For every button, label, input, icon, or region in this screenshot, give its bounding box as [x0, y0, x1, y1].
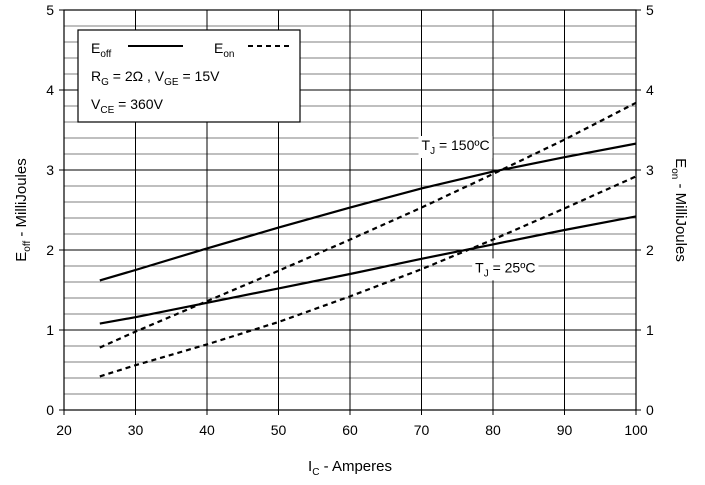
x-tick-label: 80	[485, 422, 501, 438]
y-right-tick-label: 0	[646, 402, 654, 418]
annotation-25c-background	[472, 258, 539, 281]
legend-condition-rg-vge: RG = 2Ω , VGE = 15V	[91, 68, 220, 88]
y-left-tick-labels: 0 1 2 3 4 5	[46, 2, 54, 418]
x-tick-label: 50	[271, 422, 287, 438]
y-left-tick-label: 4	[46, 82, 54, 98]
annotation-tj-150c: TJ = 150ºC	[422, 137, 490, 157]
y-right-axis-label: Eon - MilliJoules	[669, 158, 689, 262]
legend-condition-vce: VCE = 360V	[91, 96, 164, 116]
x-tick-label: 30	[128, 422, 144, 438]
annotation-150c-background	[418, 136, 493, 158]
x-tick-label: 60	[342, 422, 358, 438]
series-layer	[99, 101, 637, 378]
annotation-tj-25c: TJ = 25ºC	[475, 259, 535, 279]
y-left-tick-label: 0	[46, 402, 54, 418]
y-left-tick-label: 2	[46, 242, 54, 258]
x-tick-label: 100	[624, 422, 648, 438]
y-left-tick-label: 5	[46, 2, 54, 18]
y-left-tick-label: 3	[46, 162, 54, 178]
x-tick-label: 40	[199, 422, 215, 438]
legend-eoff-label: Eoff	[91, 40, 112, 60]
y-right-tick-label: 2	[646, 242, 654, 258]
series-eon-25c	[99, 175, 637, 378]
series-eoff-25c	[99, 215, 637, 325]
x-tick-label: 70	[414, 422, 430, 438]
tick-marks	[59, 9, 641, 415]
y-right-tick-label: 5	[646, 2, 654, 18]
y-right-tick-label: 4	[646, 82, 654, 98]
x-axis-label: IC - Amperes	[308, 458, 392, 478]
series-eon-150c	[99, 101, 637, 349]
y-right-tick-label: 3	[646, 162, 654, 178]
series-eoff-150c	[99, 142, 637, 282]
legend-eon-label: Eon	[214, 40, 234, 60]
y-right-tick-labels: 0 1 2 3 4 5	[646, 2, 654, 418]
legend: Eoff Eon RG = 2Ω , VGE = 15V VCE = 360V	[77, 29, 301, 123]
x-tick-label: 20	[56, 422, 72, 438]
y-right-tick-label: 1	[646, 322, 654, 338]
x-tick-label: 90	[557, 422, 573, 438]
legend-box	[77, 29, 301, 123]
y-left-axis-label: Eoff - MilliJoules	[13, 158, 33, 261]
x-tick-labels: 20 30 40 50 60 70 80 90 100	[56, 422, 648, 438]
y-left-tick-label: 1	[46, 322, 54, 338]
